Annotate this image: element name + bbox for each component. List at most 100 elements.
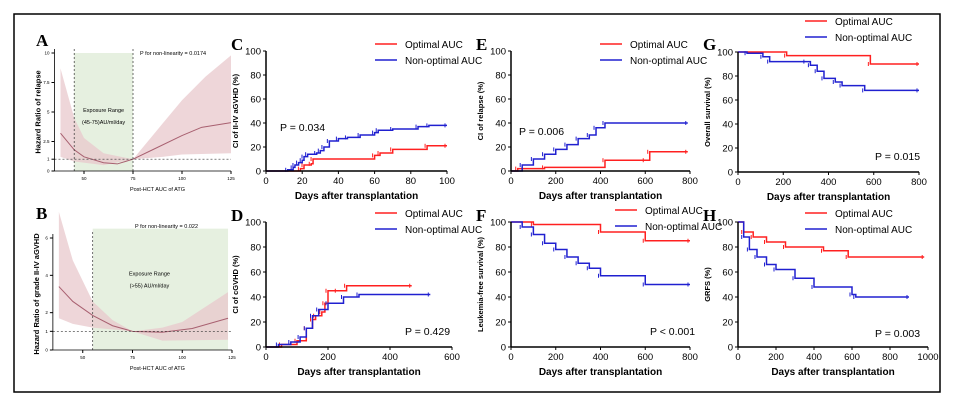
x-axis-label: Days after transplantation: [297, 367, 420, 378]
x-tick-label: 600: [844, 352, 860, 363]
panel-C: C Optimal AUC Non-optimal AUC P = 0.034 Days…: [231, 35, 482, 202]
y-tick-label: 40: [495, 119, 506, 130]
x-tick-label: 50: [81, 176, 87, 181]
y-tick-label: 100: [490, 47, 506, 58]
y-axis-label: Hazard Ratio of relapse: [33, 70, 42, 153]
y-tick-label: 20: [722, 144, 733, 155]
x-tick-label: 60: [369, 176, 380, 187]
y-tick-label: 80: [250, 243, 261, 254]
x-axis-label: Days after transplantation: [539, 367, 662, 378]
y-tick-label: 40: [250, 293, 261, 304]
x-tick-label: 75: [130, 176, 136, 181]
y-tick-label: 60: [722, 268, 733, 279]
x-tick-label: 600: [637, 176, 653, 187]
y-tick-label: 0: [501, 343, 506, 354]
y-tick-label: 20: [495, 143, 506, 154]
y-tick-label: 0: [256, 343, 261, 354]
y-axis-label: Leukemia-free survival (%): [476, 236, 485, 332]
panel-letter: G: [703, 35, 716, 54]
y-tick-label: 5: [47, 110, 50, 115]
y-tick-label: 7.5: [43, 80, 50, 85]
exposure-range-text: (>55) AU/ml/day: [130, 283, 170, 289]
panel-letter: H: [703, 206, 716, 225]
x-tick-label: 100: [178, 176, 186, 181]
x-tick-label: 100: [439, 176, 455, 187]
panel-B: B Exposure Range (>55) AU/ml/day P for non-…: [32, 204, 236, 372]
y-axis-label: Overall survival (%): [703, 77, 712, 147]
legend-label: Optimal AUC: [405, 209, 463, 220]
x-tick-label: 0: [263, 176, 268, 187]
x-tick-label: 100: [178, 355, 186, 360]
x-tick-label: 800: [682, 352, 698, 363]
legend-label: Non-optimal AUC: [630, 56, 707, 67]
y-axis-label: GRFS (%): [703, 267, 712, 302]
legend-label: Optimal AUC: [630, 40, 688, 51]
y-tick-label: 60: [722, 96, 733, 107]
series-line-optimal: [266, 145, 447, 172]
exposure-range-text: (45-75)AU/ml/day: [82, 120, 125, 126]
y-axis-label: CI of II-IV aGVHD (%): [231, 73, 240, 148]
y-tick-label: 60: [250, 95, 261, 106]
y-tick-label: 40: [722, 120, 733, 131]
x-tick-label: 0: [508, 176, 513, 187]
series-line-optimal: [511, 151, 688, 172]
legend-label: Non-optimal AUC: [835, 33, 912, 44]
x-tick-label: 80: [406, 176, 417, 187]
series-line-non-optimal: [738, 221, 909, 298]
series-line-non-optimal: [511, 122, 688, 172]
x-tick-label: 125: [227, 176, 235, 181]
y-axis-label: Hazard Ratio of grade II-IV aGVHD: [32, 233, 41, 355]
y-tick-label: 2.5: [43, 139, 50, 144]
series-line-optimal: [738, 51, 919, 65]
x-tick-label: 400: [382, 352, 398, 363]
nonlinearity-p-value: P for non-linearity = 0.0174: [140, 51, 206, 57]
y-tick-label: 0: [728, 343, 733, 354]
y-tick-label: 0: [47, 169, 50, 174]
panel-A: A Exposure Range (45-75)AU/ml/day P for non…: [33, 31, 235, 193]
panel-letter: D: [231, 206, 243, 225]
exposure-range-title: Exposure Range: [129, 271, 170, 277]
x-tick-label: 800: [682, 176, 698, 187]
y-tick-label: 100: [245, 47, 261, 58]
panel-D: D Optimal AUC Non-optimal AUC P = 0.429 Days…: [231, 206, 482, 378]
x-tick-label: 400: [593, 176, 609, 187]
y-tick-label: 80: [495, 71, 506, 82]
x-tick-label: 0: [735, 352, 740, 363]
x-tick-label: 200: [320, 352, 336, 363]
p-value: P = 0.429: [405, 326, 450, 338]
series-line-non-optimal: [266, 124, 447, 172]
y-tick-label: 20: [250, 143, 261, 154]
y-tick-label: 0: [728, 168, 733, 179]
y-axis-label: CI of relapse (%): [476, 81, 485, 140]
x-tick-label: 200: [775, 177, 791, 188]
y-tick-label: 1: [45, 329, 48, 334]
panel-H: H Optimal AUC Non-optimal AUC P = 0.003 Days…: [703, 206, 939, 378]
x-tick-label: 0: [263, 352, 268, 363]
x-tick-label: 600: [444, 352, 460, 363]
x-tick-label: 125: [228, 355, 236, 360]
x-tick-label: 0: [508, 352, 513, 363]
x-axis-label: Days after transplantation: [539, 191, 662, 202]
x-tick-label: 1000: [917, 352, 938, 363]
hazard-ratio-curve: [58, 286, 229, 333]
y-tick-label: 80: [722, 72, 733, 83]
panel-letter: C: [231, 35, 243, 54]
y-tick-label: 20: [250, 318, 261, 329]
y-tick-label: 60: [495, 95, 506, 106]
figure-frame: [13, 13, 941, 393]
nonlinearity-p-value: P for non-linearity = 0.022: [135, 224, 198, 230]
y-tick-label: 100: [717, 48, 733, 59]
confidence-band: [60, 55, 232, 166]
panel-letter: A: [36, 31, 49, 50]
x-axis-label: Days after transplantation: [767, 192, 890, 203]
x-tick-label: 200: [548, 176, 564, 187]
x-axis-label: Post-HCT AUC of ATG: [130, 366, 185, 372]
y-axis-label: CI of cGVHD (%): [231, 255, 240, 314]
y-tick-label: 0: [256, 167, 261, 178]
panel-E: E Optimal AUC Non-optimal AUC P = 0.006 Days…: [476, 35, 707, 202]
y-tick-label: 40: [495, 293, 506, 304]
y-tick-label: 80: [250, 71, 261, 82]
x-tick-label: 400: [806, 352, 822, 363]
